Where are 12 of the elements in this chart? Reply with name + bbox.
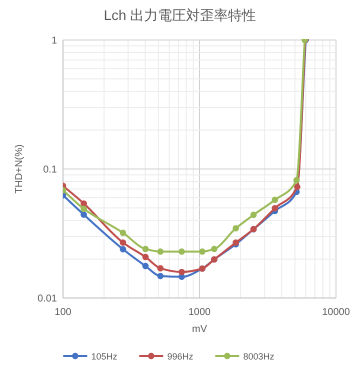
y-axis-title: THD+N(%) xyxy=(14,144,25,194)
legend-label: 105Hz xyxy=(91,352,118,362)
chart-title: Lch 出力電圧対歪率特性 xyxy=(104,7,256,23)
y-tick-label: 0.1 xyxy=(43,164,58,176)
x-tick-label: 100 xyxy=(54,307,72,318)
x-tick-label: 1000 xyxy=(188,307,212,318)
legend-label: 996Hz xyxy=(167,352,194,362)
y-tick-label: 1 xyxy=(51,36,58,46)
legend-label: 8003Hz xyxy=(243,352,275,362)
x-tick-label: 10000 xyxy=(322,307,350,318)
y-tick-label: 0.01 xyxy=(38,294,58,304)
x-axis-title: mV xyxy=(192,324,208,335)
